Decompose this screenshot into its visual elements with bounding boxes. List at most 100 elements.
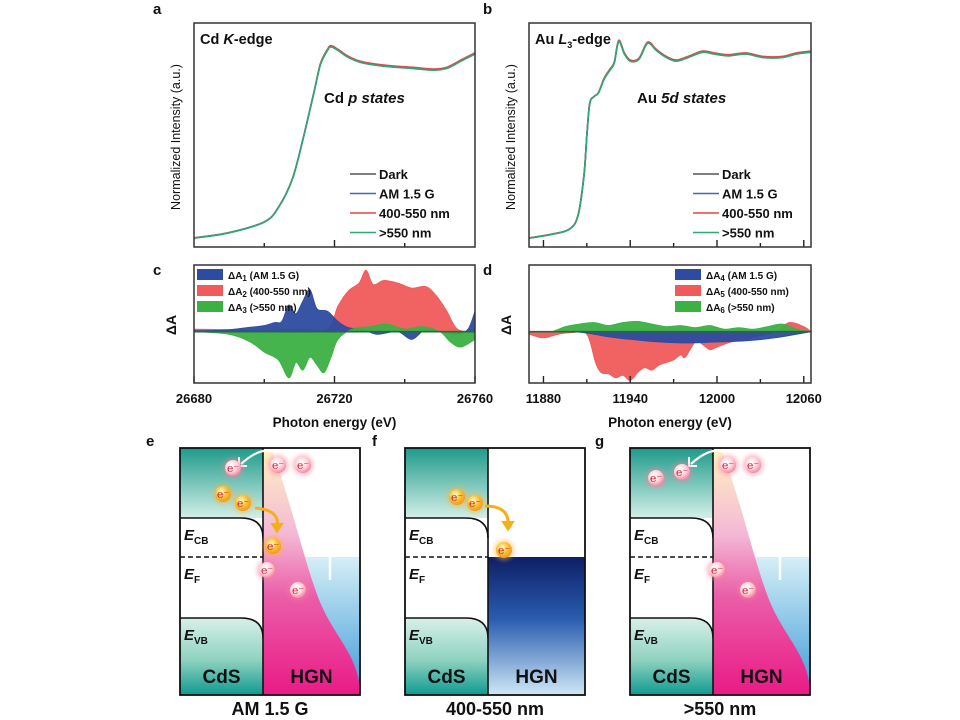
diagram-caption: AM 1.5 G bbox=[231, 699, 308, 719]
injection-arrow bbox=[690, 449, 729, 465]
hgn-filled-states bbox=[488, 557, 585, 695]
area-group bbox=[194, 269, 475, 379]
area-series-3 bbox=[194, 323, 475, 379]
electron-label: e⁻ bbox=[297, 459, 310, 472]
hgn-hot-carrier-distribution bbox=[263, 448, 360, 695]
level-label-ef: EF bbox=[184, 566, 200, 586]
diagram-frame bbox=[629, 447, 811, 696]
legend-swatch bbox=[675, 301, 701, 312]
level-label-evb: EVB bbox=[409, 627, 433, 647]
x-axis-label: Photon energy (eV) bbox=[608, 415, 732, 430]
electron-icon: e⁻ bbox=[257, 560, 277, 580]
electron-hot-icon: e⁻ bbox=[263, 536, 283, 556]
legend-label: Dark bbox=[379, 167, 409, 182]
electron-label: e⁻ bbox=[747, 459, 760, 472]
electron-label: e⁻ bbox=[267, 540, 280, 553]
electron-label: e⁻ bbox=[451, 491, 464, 504]
legend-label: ΔA3 (>550 nm) bbox=[228, 303, 297, 315]
electron-icon: e⁻ bbox=[707, 560, 727, 580]
level-label-ecb: ECB bbox=[634, 527, 658, 547]
excitation-arrowhead-icon bbox=[772, 479, 788, 495]
level-label-ef: EF bbox=[409, 566, 425, 586]
x-axis-label: Photon energy (eV) bbox=[273, 415, 397, 430]
legend-swatch bbox=[675, 269, 701, 280]
legend-label: ΔA6 (>550 nm) bbox=[706, 303, 775, 315]
cds-valence-band bbox=[180, 618, 263, 695]
electron-icon: e⁻ bbox=[672, 462, 692, 482]
material-label-hgn: HGN bbox=[740, 667, 782, 688]
chart-panel-a: a Cd K-edge Cd p states Dark AM 1.5 G 400-550… bbox=[153, 1, 476, 248]
electron-label: e⁻ bbox=[722, 459, 735, 472]
legend-swatch bbox=[197, 285, 223, 296]
electron-icon: e⁻ bbox=[646, 468, 666, 488]
material-label-cds: CdS bbox=[428, 667, 466, 688]
series-line--550-nm bbox=[193, 46, 476, 239]
legend-label: AM 1.5 G bbox=[722, 187, 778, 202]
chart-panel-b: b Au L3-edge Au 5d states Dark AM 1.5 G 400-5… bbox=[483, 1, 812, 248]
panel-letter: g bbox=[595, 433, 604, 450]
legend-label: AM 1.5 G bbox=[379, 187, 435, 202]
cds-conduction-band bbox=[630, 448, 713, 518]
area-series-4 bbox=[529, 331, 811, 344]
panel-letter: b bbox=[483, 1, 492, 18]
level-label-ecb: ECB bbox=[184, 527, 208, 547]
annotation-label: Au 5d states bbox=[637, 90, 726, 107]
electron-label: e⁻ bbox=[227, 462, 240, 475]
electron-hot-icon: e⁻ bbox=[494, 540, 514, 560]
electron-hot-icon: e⁻ bbox=[233, 493, 253, 513]
transfer-arrowhead-icon bbox=[270, 522, 284, 534]
x-tick-label: 26760 bbox=[457, 391, 493, 406]
plot-frame bbox=[193, 22, 476, 248]
x-tick-label: 26720 bbox=[316, 391, 352, 406]
y-axis-label: Normalized Intensity (a.u.) bbox=[169, 64, 183, 210]
legend-swatch bbox=[197, 301, 223, 312]
plot-frame bbox=[528, 22, 812, 248]
panel-title: Cd K-edge bbox=[200, 32, 273, 48]
material-label-hgn: HGN bbox=[290, 667, 332, 688]
diagram-frame bbox=[404, 447, 586, 696]
legend-label: ΔA2 (400-550 nm) bbox=[228, 287, 311, 299]
legend-label: Dark bbox=[722, 167, 752, 182]
panel-title: Au L3-edge bbox=[535, 32, 611, 50]
electron-hot-icon: e⁻ bbox=[447, 487, 467, 507]
electron-label: e⁻ bbox=[650, 472, 663, 485]
level-label-ef: EF bbox=[634, 566, 650, 586]
legend-label: 400-550 nm bbox=[722, 206, 793, 221]
electron-icon: e⁻ bbox=[288, 580, 308, 600]
plot-frame bbox=[193, 264, 476, 384]
chart-panel-d: d ΔA4 (AM 1.5 G) ΔA5 (400-550 nm) ΔA6 (>550… bbox=[483, 262, 822, 430]
y-axis-label: ΔA bbox=[498, 315, 514, 335]
transfer-arrowhead-icon bbox=[501, 520, 515, 532]
diagram-caption: >550 nm bbox=[684, 699, 757, 719]
legend-swatch bbox=[675, 285, 701, 296]
electron-icon: e⁻ bbox=[223, 458, 243, 478]
injection-arrow bbox=[240, 449, 279, 465]
electron-label: e⁻ bbox=[676, 466, 689, 479]
electron-label: e⁻ bbox=[498, 544, 511, 557]
panel-letter: a bbox=[153, 1, 162, 18]
band-diagram-f: f ECB EF EVB CdS HGN 400-550 nm e⁻ e⁻ e⁻ bbox=[372, 433, 586, 719]
electron-label: e⁻ bbox=[237, 497, 250, 510]
electron-label: e⁻ bbox=[742, 584, 755, 597]
y-axis-label: Normalized Intensity (a.u.) bbox=[504, 64, 518, 210]
x-tick-label: 12060 bbox=[786, 391, 822, 406]
legend-label: >550 nm bbox=[722, 226, 774, 241]
x-tick-label: 26680 bbox=[176, 391, 212, 406]
diagram-frame bbox=[179, 447, 361, 696]
band-diagram-g: g ECB EF EVB CdS HGN >550 nm e⁻ e⁻ e⁻ e⁻ e⁻ e⁻ bbox=[595, 433, 811, 719]
chart-panel-c: c ΔA1 (AM 1.5 G) ΔA2 (400-550 nm) ΔA3 (>550… bbox=[153, 262, 493, 430]
electron-label: e⁻ bbox=[469, 497, 482, 510]
area-group bbox=[529, 320, 811, 381]
level-label-evb: EVB bbox=[184, 627, 208, 647]
panel-letter: e bbox=[146, 433, 154, 450]
legend-label: 400-550 nm bbox=[379, 206, 450, 221]
hgn-hot-carrier-distribution bbox=[713, 448, 810, 695]
panel-letter: c bbox=[153, 262, 161, 279]
area-series-6 bbox=[529, 320, 811, 333]
level-label-ecb: ECB bbox=[409, 527, 433, 547]
annotation-label: Cd p states bbox=[324, 90, 405, 107]
x-tick-label: 11880 bbox=[526, 391, 561, 406]
electron-label: e⁻ bbox=[261, 564, 274, 577]
excitation-arrowhead-icon bbox=[322, 479, 338, 495]
